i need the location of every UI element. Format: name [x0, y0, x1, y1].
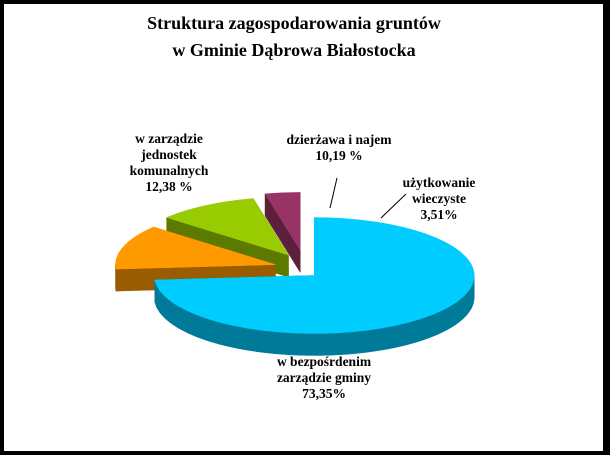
slice-jednostek-komunalnych-label-line-1: w zarządzie [135, 131, 203, 146]
slice-dzierzawa-leader-line [329, 177, 338, 209]
pie-slices [115, 192, 475, 356]
pie-chart: Struktura zagospodarowania gruntów w Gmi… [115, 13, 476, 401]
slice-jednostek-komunalnych-label-line-2: jednostek [140, 147, 197, 162]
slice-bezposrednim-label-line-3: 73,35% [302, 386, 346, 401]
slice-bezposrednim-label-line-1: w bezpośrdenim [277, 354, 372, 369]
slice-bezposrednim-label-line-2: zarządzie gminy [277, 370, 371, 385]
slice-bezposrednim-top [154, 217, 475, 334]
slice-dzierzawa-label-line-1: dzierżawa i najem [287, 132, 393, 147]
chart-title-line-1: Struktura zagospodarowania gruntów [147, 13, 441, 33]
slice-uzytkowanie-label-line-3: 3,51% [420, 207, 457, 222]
slice-uzytkowanie-label-line-1: użytkowanie [403, 175, 476, 190]
slice-dzierzawa-label-line-2: 10,19 % [315, 148, 362, 163]
leader-lines [329, 177, 407, 219]
slice-jednostek-komunalnych-label-line-3: komunalnych [130, 163, 209, 178]
slice-bezposrednim [154, 217, 475, 356]
chart-title-line-2: w Gminie Dąbrowa Białostocka [172, 40, 415, 60]
slice-dzierzawa [165, 197, 290, 278]
slice-uzytkowanie-label-line-2: wieczyste [412, 191, 466, 206]
slice-dzierzawa-top [165, 198, 290, 256]
slice-jednostek-komunalnych-label-line-4: 12,38 % [145, 179, 192, 194]
slice-uzytkowanie-leader-line [380, 193, 407, 219]
slice-uzytkowanie-top [264, 192, 301, 252]
slice-jednostek-komunalnych-top [115, 226, 276, 270]
slice-uzytkowanie [264, 192, 301, 274]
chart-panel: Struktura zagospodarowania gruntów w Gmi… [4, 4, 603, 451]
